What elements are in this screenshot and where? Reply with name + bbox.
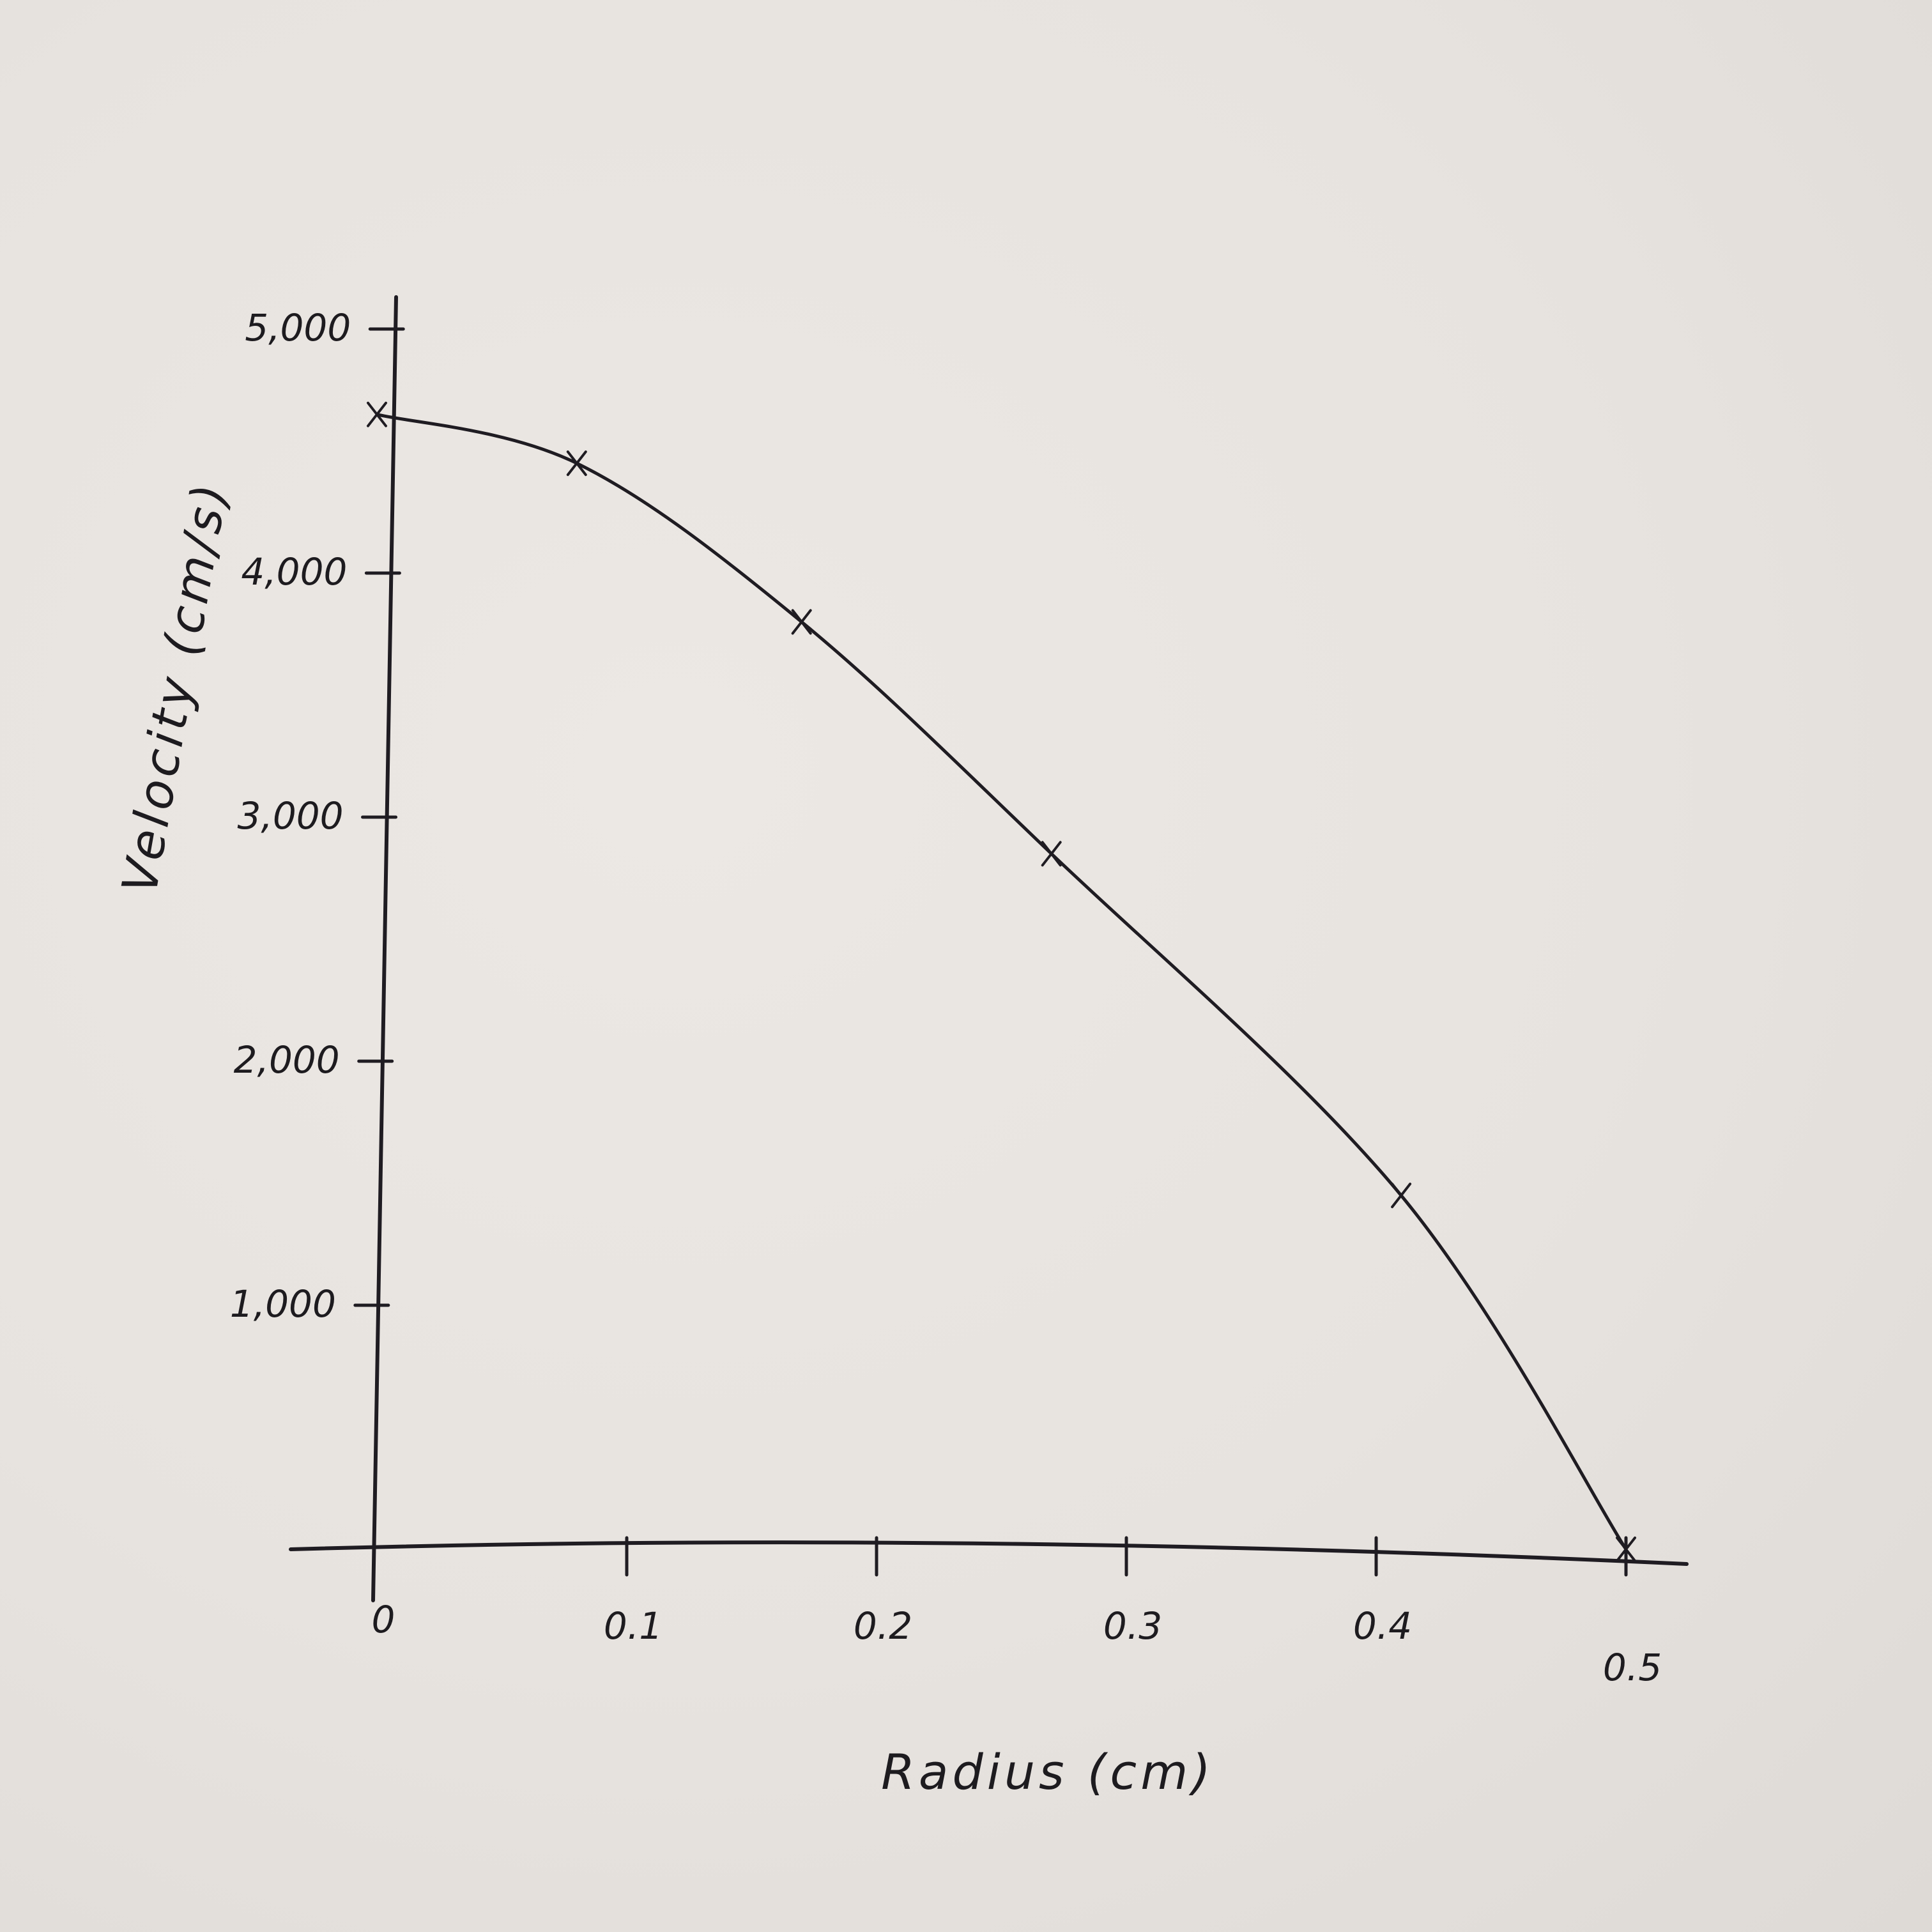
y-tick-label: 5,000 (245, 306, 351, 349)
y-ticks: 1,000 2,000 3,000 4,000 5,000 (230, 306, 405, 1326)
x-axis-label: Radius (cm) (881, 1744, 1215, 1800)
y-tick-label: 3,000 (237, 794, 343, 838)
data-point-marker (791, 609, 812, 635)
data-point-marker (1391, 1183, 1412, 1209)
y-tick-label: 4,000 (241, 550, 347, 594)
data-point-marker (566, 450, 587, 477)
y-tick-label: 2,000 (234, 1038, 340, 1082)
y-axis-label: Velocity (cm/s) (111, 477, 239, 898)
series-line (375, 413, 1628, 1551)
y-tick-label: 1,000 (230, 1282, 336, 1326)
y-axis-line (371, 295, 398, 1602)
series-layer (375, 413, 1628, 1551)
axes (289, 295, 1689, 1602)
data-markers (367, 401, 1636, 1562)
x-tick-label: 0.5 (1603, 1646, 1662, 1689)
data-point-marker (367, 401, 387, 427)
data-point-marker (1041, 841, 1062, 867)
x-tick-label: 0.2 (854, 1604, 912, 1648)
x-tick-label: 0.1 (604, 1604, 663, 1648)
x-ticks: 0 0.1 0.2 0.3 0.4 0.5 (372, 1536, 1662, 1689)
x-tick-label: 0.4 (1353, 1604, 1412, 1648)
x-axis-line (289, 1540, 1689, 1566)
data-point-marker (1616, 1537, 1636, 1562)
x-tick-label: 0 (372, 1598, 395, 1641)
x-tick-label: 0.3 (1103, 1604, 1162, 1648)
